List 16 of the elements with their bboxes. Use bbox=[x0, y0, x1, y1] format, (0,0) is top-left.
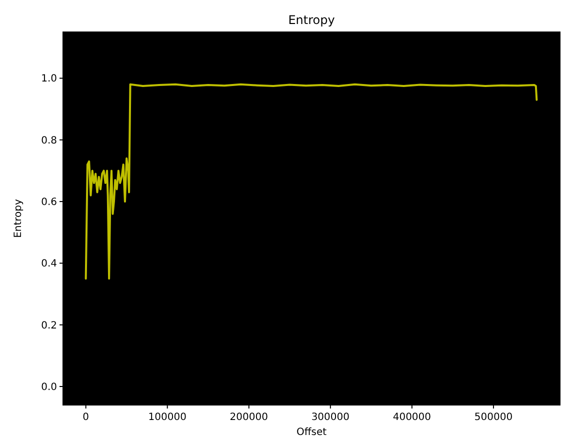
y-tick-label: 0.4 bbox=[41, 258, 57, 270]
x-tick-label: 500000 bbox=[474, 412, 513, 423]
x-tick-label: 0 bbox=[82, 412, 90, 423]
y-tick-label: 0.6 bbox=[41, 197, 57, 208]
x-axis-title: Offset bbox=[296, 427, 327, 437]
x-tick-label: 300000 bbox=[311, 412, 350, 423]
x-tick-label: 200000 bbox=[230, 412, 268, 423]
y-axis-title: Entropy bbox=[13, 198, 24, 238]
x-tick-label: 100000 bbox=[148, 412, 186, 423]
y-tick-label: 0.2 bbox=[41, 320, 57, 332]
chart-title: Entropy bbox=[288, 13, 335, 27]
y-tick-label: 0.8 bbox=[41, 135, 57, 146]
line-series bbox=[84, 83, 538, 280]
y-tick-label: 1.0 bbox=[41, 74, 57, 85]
y-tick-label: 0.0 bbox=[41, 382, 57, 394]
x-tick-label: 400000 bbox=[392, 412, 432, 423]
